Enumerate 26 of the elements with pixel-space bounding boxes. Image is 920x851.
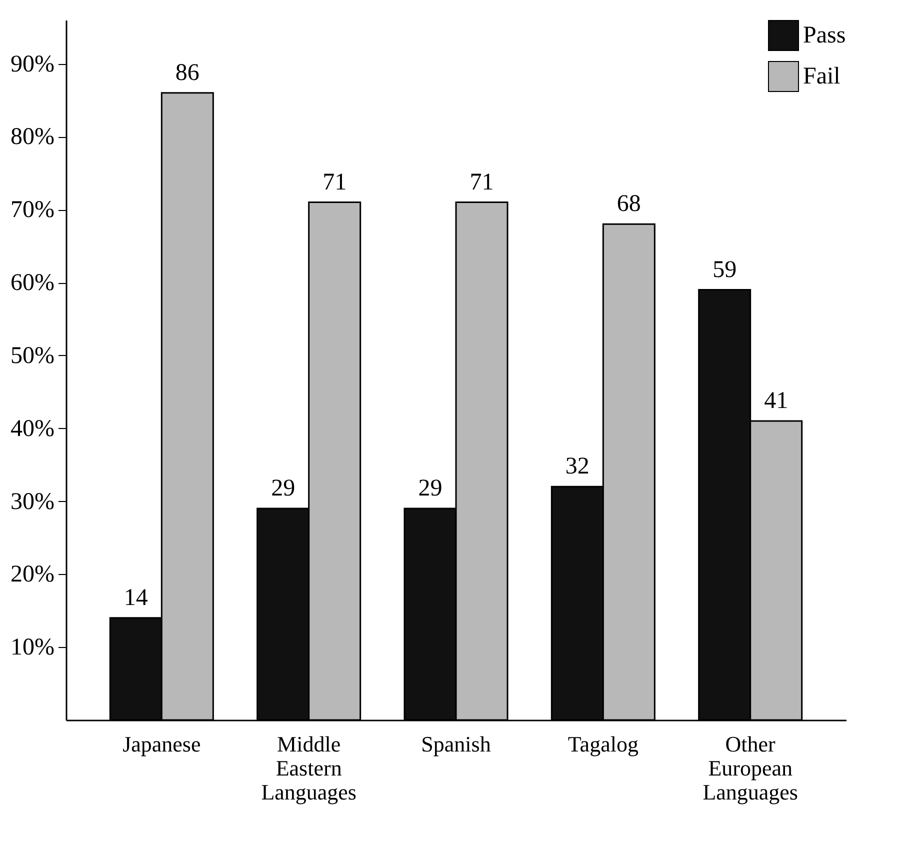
x-tick-label: Japanese xyxy=(122,732,201,756)
x-tick-label: Other European Languages xyxy=(702,732,798,804)
data-label: 29 xyxy=(418,476,442,502)
data-label: 71 xyxy=(322,169,347,196)
y-tick-label: 30% xyxy=(10,488,54,515)
y-tick-label: 60% xyxy=(10,270,54,296)
data-label: 32 xyxy=(565,454,590,480)
data-label: 14 xyxy=(124,584,148,611)
y-tick-label: 80% xyxy=(10,124,54,150)
data-label: 59 xyxy=(712,256,737,283)
x-tick-label: Spanish xyxy=(421,732,491,756)
data-label: 41 xyxy=(764,388,788,414)
data-label: 71 xyxy=(470,169,494,196)
y-tick-label: 40% xyxy=(10,416,54,442)
y-tick-label: 50% xyxy=(10,342,54,369)
y-tick-label: 10% xyxy=(10,634,54,661)
data-label: 29 xyxy=(271,476,296,502)
data-label: 86 xyxy=(175,60,200,86)
x-tick-label: Tagalog xyxy=(568,732,638,756)
y-tick-label: 90% xyxy=(10,51,54,78)
x-tick-label: Middle Eastern Languages xyxy=(261,732,356,804)
y-tick-label: 20% xyxy=(10,562,54,588)
y-tick-label: 70% xyxy=(10,197,54,224)
data-label: 68 xyxy=(616,191,641,218)
legend-label: Pass xyxy=(803,22,846,48)
legend-label: Fail xyxy=(803,64,841,90)
